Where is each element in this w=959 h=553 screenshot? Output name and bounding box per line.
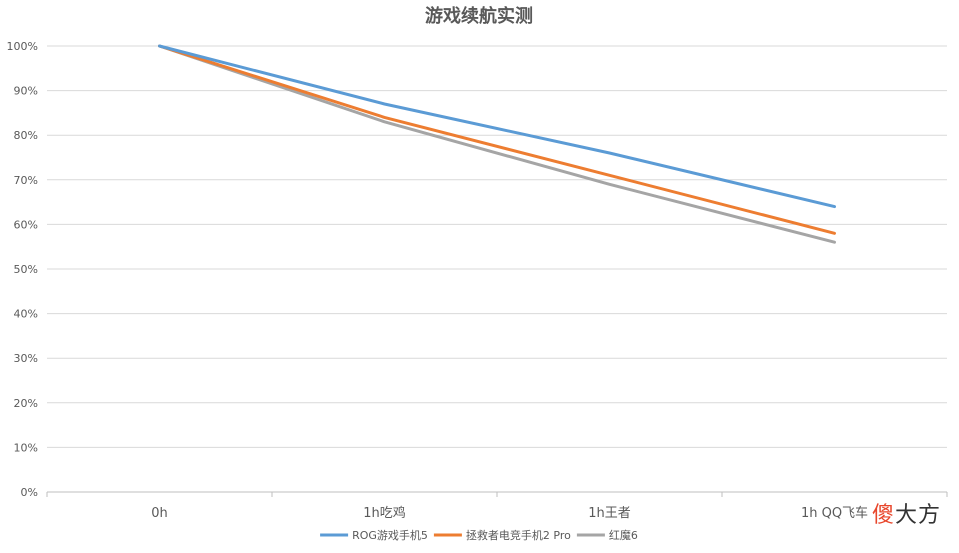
series-lines bbox=[158, 44, 836, 244]
series-line bbox=[158, 44, 836, 209]
y-tick-label: 60% bbox=[14, 218, 38, 231]
x-tick-label: 1h王者 bbox=[588, 506, 631, 521]
y-tick-label: 80% bbox=[14, 129, 38, 142]
x-tick-label: 1h QQ飞车 bbox=[801, 505, 868, 521]
y-tick-label: 70% bbox=[14, 174, 38, 187]
y-tick-label: 20% bbox=[14, 397, 38, 410]
x-tick-label: 0h bbox=[151, 506, 168, 521]
x-tick-label: 1h吃鸡 bbox=[363, 505, 406, 521]
legend-label: ROG游戏手机5 bbox=[352, 528, 428, 542]
legend-entry: 红魔6 bbox=[576, 528, 638, 542]
chart-title: 游戏续航实测 bbox=[425, 5, 533, 27]
y-tick-label: 50% bbox=[14, 263, 38, 276]
gridlines bbox=[47, 45, 947, 448]
x-axis-ticks: 0h 1h吃鸡 1h王者 1h QQ飞车 bbox=[151, 505, 868, 521]
y-tick-label: 100% bbox=[7, 40, 38, 53]
y-tick-label: 0% bbox=[21, 486, 38, 499]
x-axis bbox=[46, 491, 948, 497]
legend-label: 拯救者电竞手机2 Pro bbox=[466, 528, 571, 542]
legend-entry: ROG游戏手机5 bbox=[320, 528, 428, 542]
legend-entry: 拯救者电竞手机2 Pro bbox=[433, 528, 571, 542]
series-line bbox=[158, 44, 836, 244]
y-tick-label: 10% bbox=[14, 441, 38, 454]
watermark-part-2: 大方 bbox=[894, 503, 941, 528]
y-axis-ticks: 0% 10% 20% 30% 40% 50% 60% 70% 80% 90% 100% bbox=[7, 40, 38, 499]
watermark-logo: 傻大方 bbox=[872, 497, 941, 529]
legend-label: 红魔6 bbox=[609, 528, 638, 542]
y-tick-label: 40% bbox=[14, 308, 38, 321]
legend: ROG游戏手机5 拯救者电竞手机2 Pro 红魔6 bbox=[320, 528, 638, 542]
series-line bbox=[158, 44, 836, 235]
y-tick-label: 30% bbox=[14, 352, 38, 365]
y-tick-label: 90% bbox=[14, 85, 38, 98]
watermark-part-1: 傻 bbox=[871, 503, 895, 528]
